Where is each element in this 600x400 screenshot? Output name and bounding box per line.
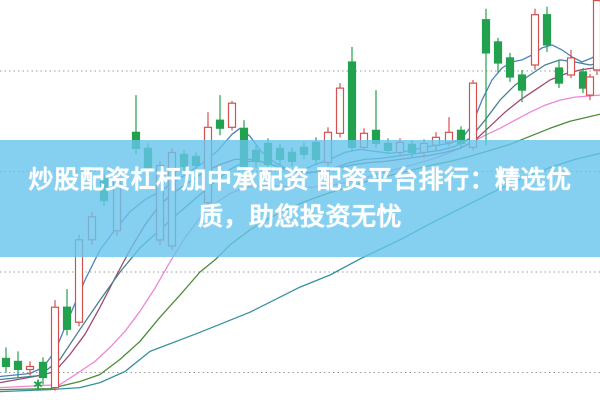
headline-line-2: 质，助您投资无忧	[197, 202, 402, 231]
headline-overlay-band: 炒股配资杠杆加中承配资 配资平台排行：精选优 质，助您投资无忧	[0, 140, 600, 257]
headline-line-1: 炒股配资杠杆加中承配资 配资平台排行：精选优	[28, 165, 572, 194]
event-marker-asterisk: ✱	[33, 378, 43, 392]
